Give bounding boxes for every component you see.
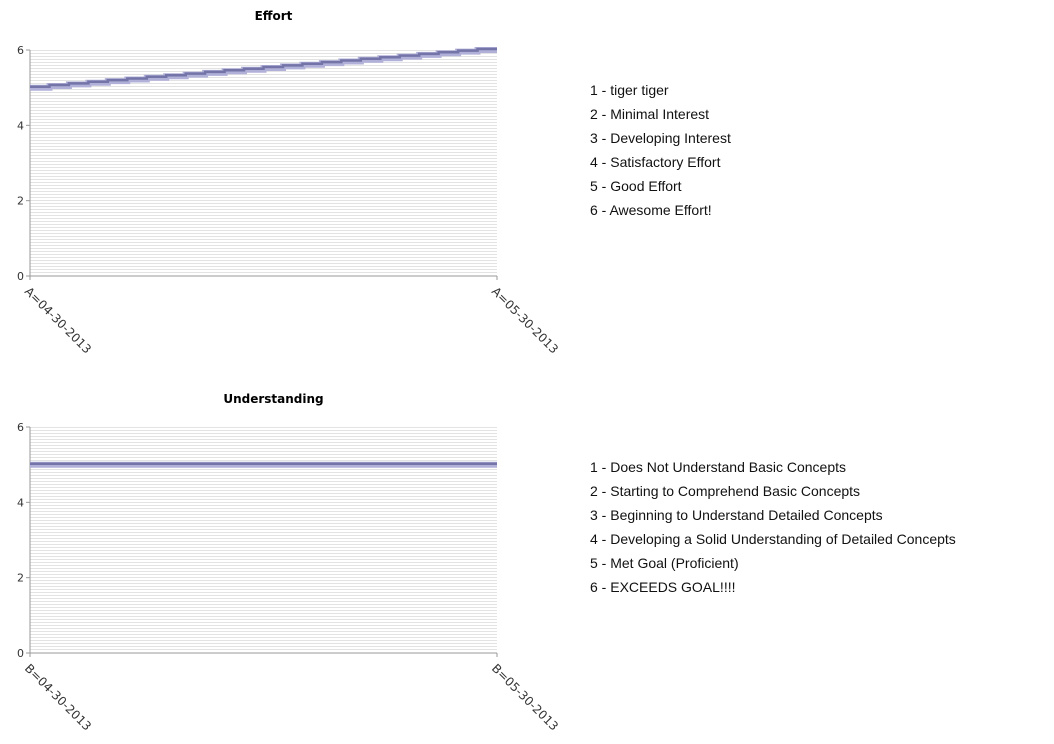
chart-title: Effort [255,9,293,23]
legend-item: 4 - Developing a Solid Understanding of … [590,527,1054,551]
gridlines [30,428,497,650]
y-tick-label: 2 [17,572,24,585]
y-tick-label: 4 [17,496,24,509]
legend-item: 3 - Beginning to Understand Detailed Con… [590,503,1054,527]
understanding-chart: Understanding 0 2 4 6 B=04-30-2013 B=05-30-201… [0,372,560,742]
series-line [30,464,497,465]
x-tick-label: A=04-30-2013 [22,284,94,356]
legend-item: 4 - Satisfactory Effort [590,150,1054,174]
y-tick-label: 0 [17,647,24,660]
x-tick-label: B=04-30-2013 [22,661,94,733]
y-tick-label: 4 [17,119,24,132]
legend-item: 6 - Awesome Effort! [590,198,1054,222]
y-tick-label: 2 [17,195,24,208]
legend-item: 2 - Starting to Comprehend Basic Concept… [590,479,1054,503]
legend-item: 6 - EXCEEDS GOAL!!!! [590,575,1054,599]
x-tick-label: B=05-30-2013 [489,661,560,733]
effort-chart-panel: Effort 0 2 4 6 A=04-30-2013 A=05-30-2013 [0,0,560,372]
understanding-chart-panel: Understanding 0 2 4 6 B=04-30-2013 B=05-30-201… [0,372,560,744]
y-tick-label: 0 [17,270,24,283]
chart-title: Understanding [223,392,323,406]
legend-item: 1 - tiger tiger [590,78,1054,102]
legend-item: 3 - Developing Interest [590,126,1054,150]
legend-item: 1 - Does Not Understand Basic Concepts [590,455,1054,479]
x-tick-label: A=05-30-2013 [489,284,560,356]
legend-item: 5 - Met Goal (Proficient) [590,551,1054,575]
effort-chart: Effort 0 2 4 6 A=04-30-2013 A=05-30-2013 [0,0,560,372]
y-tick-label: 6 [17,421,24,434]
legend-item: 2 - Minimal Interest [590,102,1054,126]
y-tick-label: 6 [17,44,24,57]
legend-item: 5 - Good Effort [590,174,1054,198]
